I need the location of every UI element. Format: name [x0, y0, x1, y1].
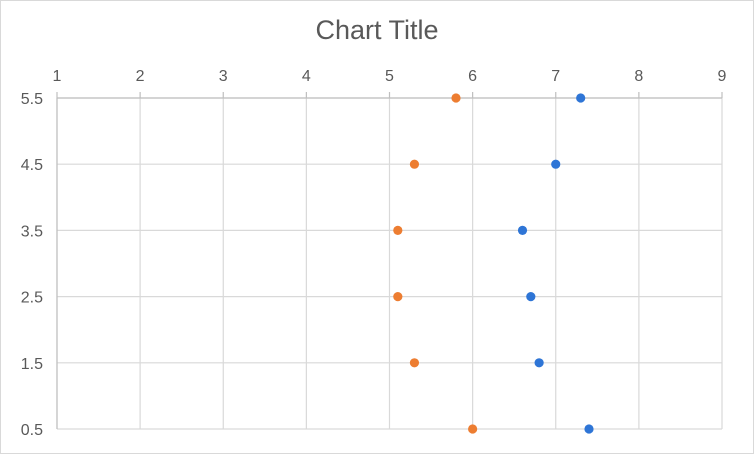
- series-2-point: [393, 292, 403, 302]
- data-points: [393, 93, 594, 434]
- series-2-point: [393, 225, 403, 235]
- series-2-point: [451, 93, 461, 103]
- gridlines: [56, 97, 723, 430]
- y-tick-label: 0.5: [21, 422, 43, 439]
- series-2-point: [409, 358, 420, 368]
- tick-labels: 1 2 3 4 5 6 7 8 9 0.5 1.5 2.5 3.5 4.5 5.5: [21, 68, 727, 439]
- x-tick-label: 2: [136, 68, 145, 85]
- y-tick-label: 4.5: [21, 157, 43, 174]
- series-1-point: [584, 424, 594, 434]
- series-1-point: [526, 292, 536, 302]
- series-2-point: [468, 424, 478, 434]
- x-tick-label: 9: [718, 68, 727, 85]
- x-tick-label: 3: [219, 68, 228, 85]
- x-tick-label: 4: [302, 68, 311, 85]
- y-tick-label: 2.5: [21, 290, 43, 307]
- series-1-point: [534, 358, 544, 368]
- x-tick-label: 5: [385, 68, 394, 85]
- series-1-point: [576, 93, 586, 103]
- chart-title: Chart Title: [315, 15, 439, 45]
- x-tick-label: 6: [468, 68, 477, 85]
- series-1-point: [551, 159, 561, 169]
- axes: [56, 92, 723, 429]
- y-tick-label: 3.5: [21, 223, 43, 240]
- x-tick-label: 7: [551, 68, 560, 85]
- series-1-point: [517, 225, 528, 235]
- x-tick-label: 1: [53, 68, 62, 85]
- y-tick-label: 1.5: [21, 356, 43, 373]
- y-tick-label: 5.5: [21, 91, 43, 108]
- x-tick-label: 8: [634, 68, 643, 85]
- series-2-point: [409, 159, 420, 169]
